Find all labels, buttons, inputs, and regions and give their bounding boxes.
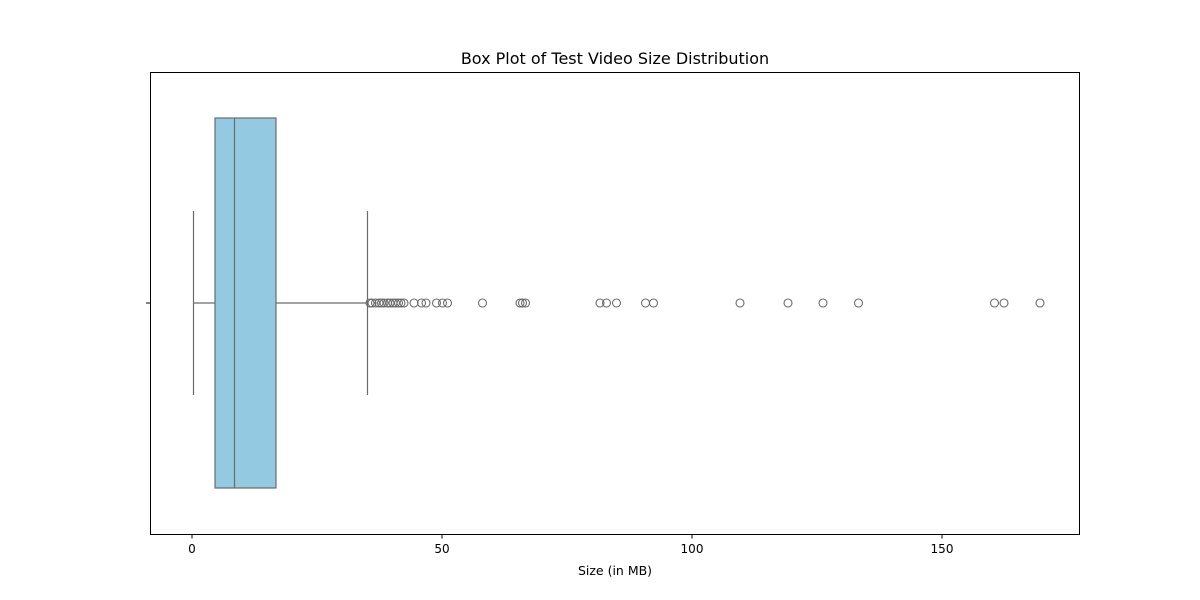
outlier-point [396,298,406,308]
outlier-point [409,298,419,308]
chart-title: Box Plot of Test Video Size Distribution [461,49,769,68]
outlier-point [601,298,612,308]
x-tick-label: 150 [931,542,954,556]
outlier-point [367,298,377,308]
outlier-point [379,298,389,308]
iqr-box [214,117,277,489]
outlier-point [818,298,828,308]
outlier-point [517,298,528,308]
outlier-point [431,298,442,308]
outlier-point [399,298,409,308]
outlier-point [437,298,448,308]
x-tick-label: 0 [188,542,196,556]
box-plot-marks [192,117,1045,489]
outlier-point [477,298,488,308]
outlier-point [416,298,427,308]
outlier-point [989,298,1000,308]
x-axis-label: Size (in MB) [578,563,652,578]
outlier-point [515,298,525,308]
x-tick-label: 50 [434,542,449,556]
outlier-point [595,298,605,308]
outlier-point [1035,298,1045,308]
outlier-point [783,298,793,308]
outlier-point [393,298,404,308]
outlier-point [611,298,622,308]
outlier-point [442,298,453,308]
outlier-point [999,298,1009,308]
outlier-point [520,298,531,308]
outlier-point [648,298,659,308]
x-tick-label: 100 [681,542,704,556]
outlier-point [853,298,864,308]
outlier-point [421,298,431,308]
outlier-point [735,298,745,308]
x-axis: 0 50 100 150 [188,534,953,556]
outlier-point [640,298,651,308]
